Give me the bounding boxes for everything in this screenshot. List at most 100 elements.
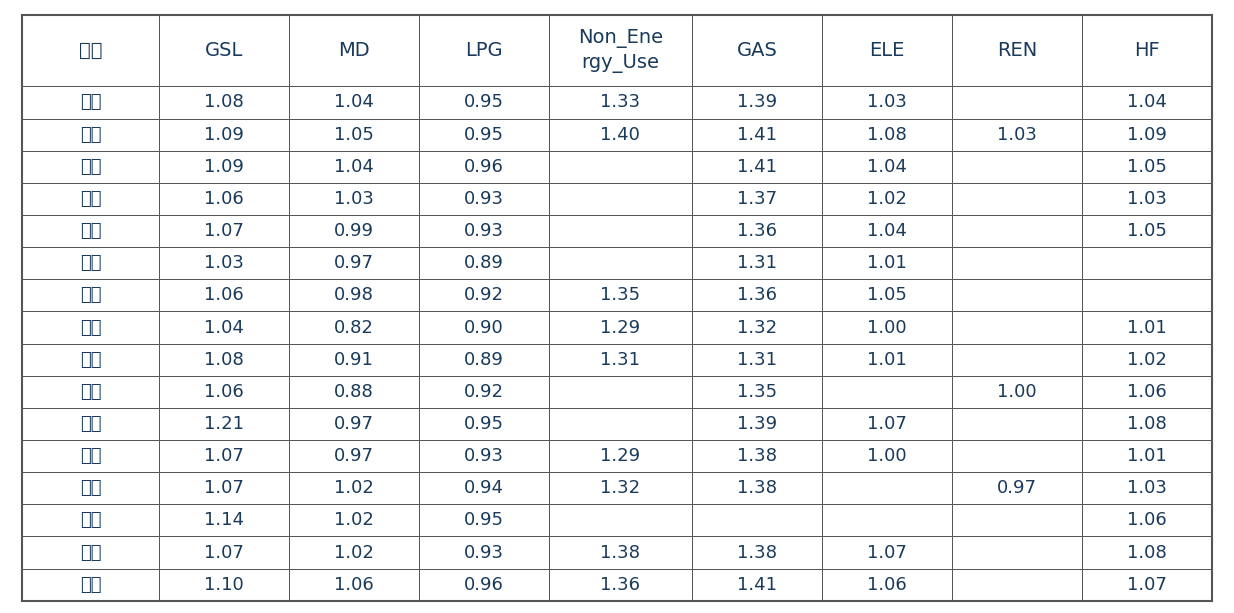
Text: 1.32: 1.32 xyxy=(601,479,640,497)
Bar xyxy=(822,118,951,151)
Bar xyxy=(822,183,951,215)
Bar xyxy=(1082,504,1212,536)
Bar xyxy=(549,183,692,215)
Bar xyxy=(22,504,159,536)
Bar xyxy=(22,183,159,215)
Text: 1.04: 1.04 xyxy=(334,94,374,112)
Bar xyxy=(951,440,1082,472)
Bar xyxy=(951,311,1082,343)
Text: 0.97: 0.97 xyxy=(333,415,374,433)
Bar xyxy=(692,151,822,183)
Text: 1.38: 1.38 xyxy=(601,544,640,562)
Text: 1.32: 1.32 xyxy=(737,319,777,337)
Bar xyxy=(692,440,822,472)
Text: 1.00: 1.00 xyxy=(868,447,907,465)
Text: 1.07: 1.07 xyxy=(1127,576,1167,593)
Text: 1.05: 1.05 xyxy=(868,286,907,305)
Bar xyxy=(418,408,549,440)
Bar xyxy=(549,86,692,118)
Bar xyxy=(159,215,289,247)
Bar xyxy=(1082,15,1212,86)
Bar xyxy=(22,311,159,343)
Text: 경북: 경북 xyxy=(80,190,101,208)
Text: 1.02: 1.02 xyxy=(868,190,907,208)
Bar xyxy=(1082,151,1212,183)
Text: 1.06: 1.06 xyxy=(204,286,244,305)
Bar xyxy=(22,472,159,504)
Text: 전남: 전남 xyxy=(80,447,101,465)
Bar xyxy=(1082,569,1212,601)
Bar xyxy=(418,280,549,311)
Text: 1.03: 1.03 xyxy=(1127,479,1167,497)
Bar xyxy=(159,536,289,569)
Text: 1.09: 1.09 xyxy=(1127,126,1167,143)
Bar xyxy=(289,343,418,376)
Text: 1.41: 1.41 xyxy=(737,576,777,593)
Text: 1.07: 1.07 xyxy=(204,479,244,497)
Text: 0.90: 0.90 xyxy=(464,319,503,337)
Bar xyxy=(1082,86,1212,118)
Text: 1.08: 1.08 xyxy=(1127,544,1166,562)
Text: 1.41: 1.41 xyxy=(737,158,777,176)
Bar xyxy=(1082,118,1212,151)
Text: 0.93: 0.93 xyxy=(464,222,503,240)
Text: 0.88: 0.88 xyxy=(334,383,374,401)
Bar xyxy=(1082,536,1212,569)
Text: 1.05: 1.05 xyxy=(334,126,374,143)
Text: 울산: 울산 xyxy=(80,383,101,401)
Bar xyxy=(951,504,1082,536)
Text: 1.02: 1.02 xyxy=(334,479,374,497)
Bar xyxy=(159,569,289,601)
Bar xyxy=(692,280,822,311)
Bar xyxy=(822,151,951,183)
Text: 1.06: 1.06 xyxy=(1127,511,1166,530)
Bar xyxy=(822,343,951,376)
Bar xyxy=(418,536,549,569)
Bar xyxy=(951,151,1082,183)
Bar xyxy=(692,569,822,601)
Bar xyxy=(22,280,159,311)
Bar xyxy=(549,440,692,472)
Bar xyxy=(549,280,692,311)
Text: 대전: 대전 xyxy=(80,286,101,305)
Bar xyxy=(692,536,822,569)
Bar xyxy=(692,343,822,376)
Text: 1.07: 1.07 xyxy=(204,447,244,465)
Bar xyxy=(822,408,951,440)
Text: 1.31: 1.31 xyxy=(737,351,777,368)
Text: 1.04: 1.04 xyxy=(1127,94,1167,112)
Text: 0.98: 0.98 xyxy=(334,286,374,305)
Text: 1.04: 1.04 xyxy=(204,319,244,337)
Text: 0.95: 0.95 xyxy=(464,94,503,112)
Bar xyxy=(22,536,159,569)
Text: 1.07: 1.07 xyxy=(204,222,244,240)
Text: 0.93: 0.93 xyxy=(464,447,503,465)
Bar xyxy=(1082,440,1212,472)
Bar xyxy=(418,215,549,247)
Bar xyxy=(822,280,951,311)
Bar xyxy=(822,215,951,247)
Bar xyxy=(22,569,159,601)
Text: 제주: 제주 xyxy=(80,511,101,530)
Bar xyxy=(549,151,692,183)
Text: 1.01: 1.01 xyxy=(1127,319,1166,337)
Text: 0.93: 0.93 xyxy=(464,544,503,562)
Bar xyxy=(1082,472,1212,504)
Text: 1.00: 1.00 xyxy=(997,383,1037,401)
Bar xyxy=(289,504,418,536)
Text: 1.05: 1.05 xyxy=(1127,222,1167,240)
Bar xyxy=(692,215,822,247)
Text: 1.06: 1.06 xyxy=(1127,383,1166,401)
Text: 1.04: 1.04 xyxy=(334,158,374,176)
Bar xyxy=(692,118,822,151)
Bar xyxy=(951,15,1082,86)
Bar xyxy=(289,440,418,472)
Bar xyxy=(951,280,1082,311)
Text: 1.29: 1.29 xyxy=(601,447,640,465)
Bar xyxy=(418,472,549,504)
Text: HF: HF xyxy=(1134,41,1160,60)
Bar xyxy=(549,247,692,280)
Bar xyxy=(22,440,159,472)
Bar xyxy=(951,118,1082,151)
Text: 0.97: 0.97 xyxy=(997,479,1037,497)
